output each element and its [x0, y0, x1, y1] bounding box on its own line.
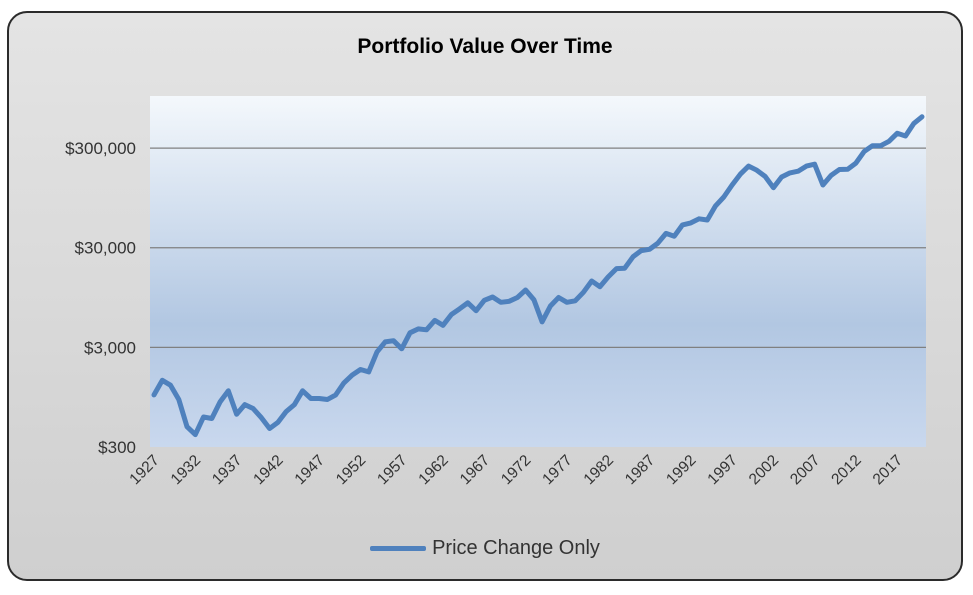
chart-svg: $300$3,000$30,000$300,000 1927 1932 1937 19…	[65, 96, 926, 488]
plot-area	[150, 96, 926, 447]
x-tick-label: 1987	[622, 452, 658, 488]
x-tick-label: 1952	[333, 452, 369, 488]
y-tick-label: $300	[98, 438, 136, 457]
series-line-price-change-only	[151, 114, 925, 438]
legend-swatch	[370, 546, 427, 551]
x-tick-label: 2012	[828, 452, 864, 488]
y-tick-label: $3,000	[84, 338, 136, 357]
x-tick-label: 1932	[168, 452, 204, 488]
x-tick-label: 2002	[746, 452, 782, 488]
x-tick-label: 1927	[126, 452, 162, 488]
chart-title: Portfolio Value Over Time	[357, 35, 613, 58]
x-tick-label: 1972	[498, 452, 534, 488]
x-tick-label: 1962	[415, 452, 451, 488]
x-tick-label: 1967	[457, 452, 493, 488]
x-tick-label: 1997	[704, 452, 740, 488]
x-tick-label: 1982	[581, 452, 617, 488]
x-tick-label: 1947	[292, 452, 328, 488]
x-tick-label: 1942	[250, 452, 286, 488]
x-tick-label: 1992	[663, 452, 699, 488]
y-tick-label: $30,000	[75, 239, 136, 258]
legend: Price Change Only	[9, 537, 961, 560]
series-layer	[151, 114, 925, 438]
y-tick-label: $300,000	[65, 139, 136, 158]
chart-frame: Portfolio Value Over Time $300 $3,000 $30,…	[7, 11, 963, 581]
x-tick-label: 1937	[209, 452, 245, 488]
x-tick-label: 1957	[374, 452, 410, 488]
x-tick-label: 2007	[787, 452, 823, 488]
legend-label: Price Change Only	[432, 537, 600, 559]
x-tick-label: 2017	[870, 452, 906, 488]
grid-lines	[150, 147, 926, 349]
y-axis-ticks: $300 $3,000 $30,000 $300,000	[65, 139, 136, 457]
x-axis-ticks: 1927 1932 1937 1942 1947 1952 1957 1962 1967 1972…	[126, 452, 906, 488]
x-tick-label: 1977	[539, 452, 575, 488]
